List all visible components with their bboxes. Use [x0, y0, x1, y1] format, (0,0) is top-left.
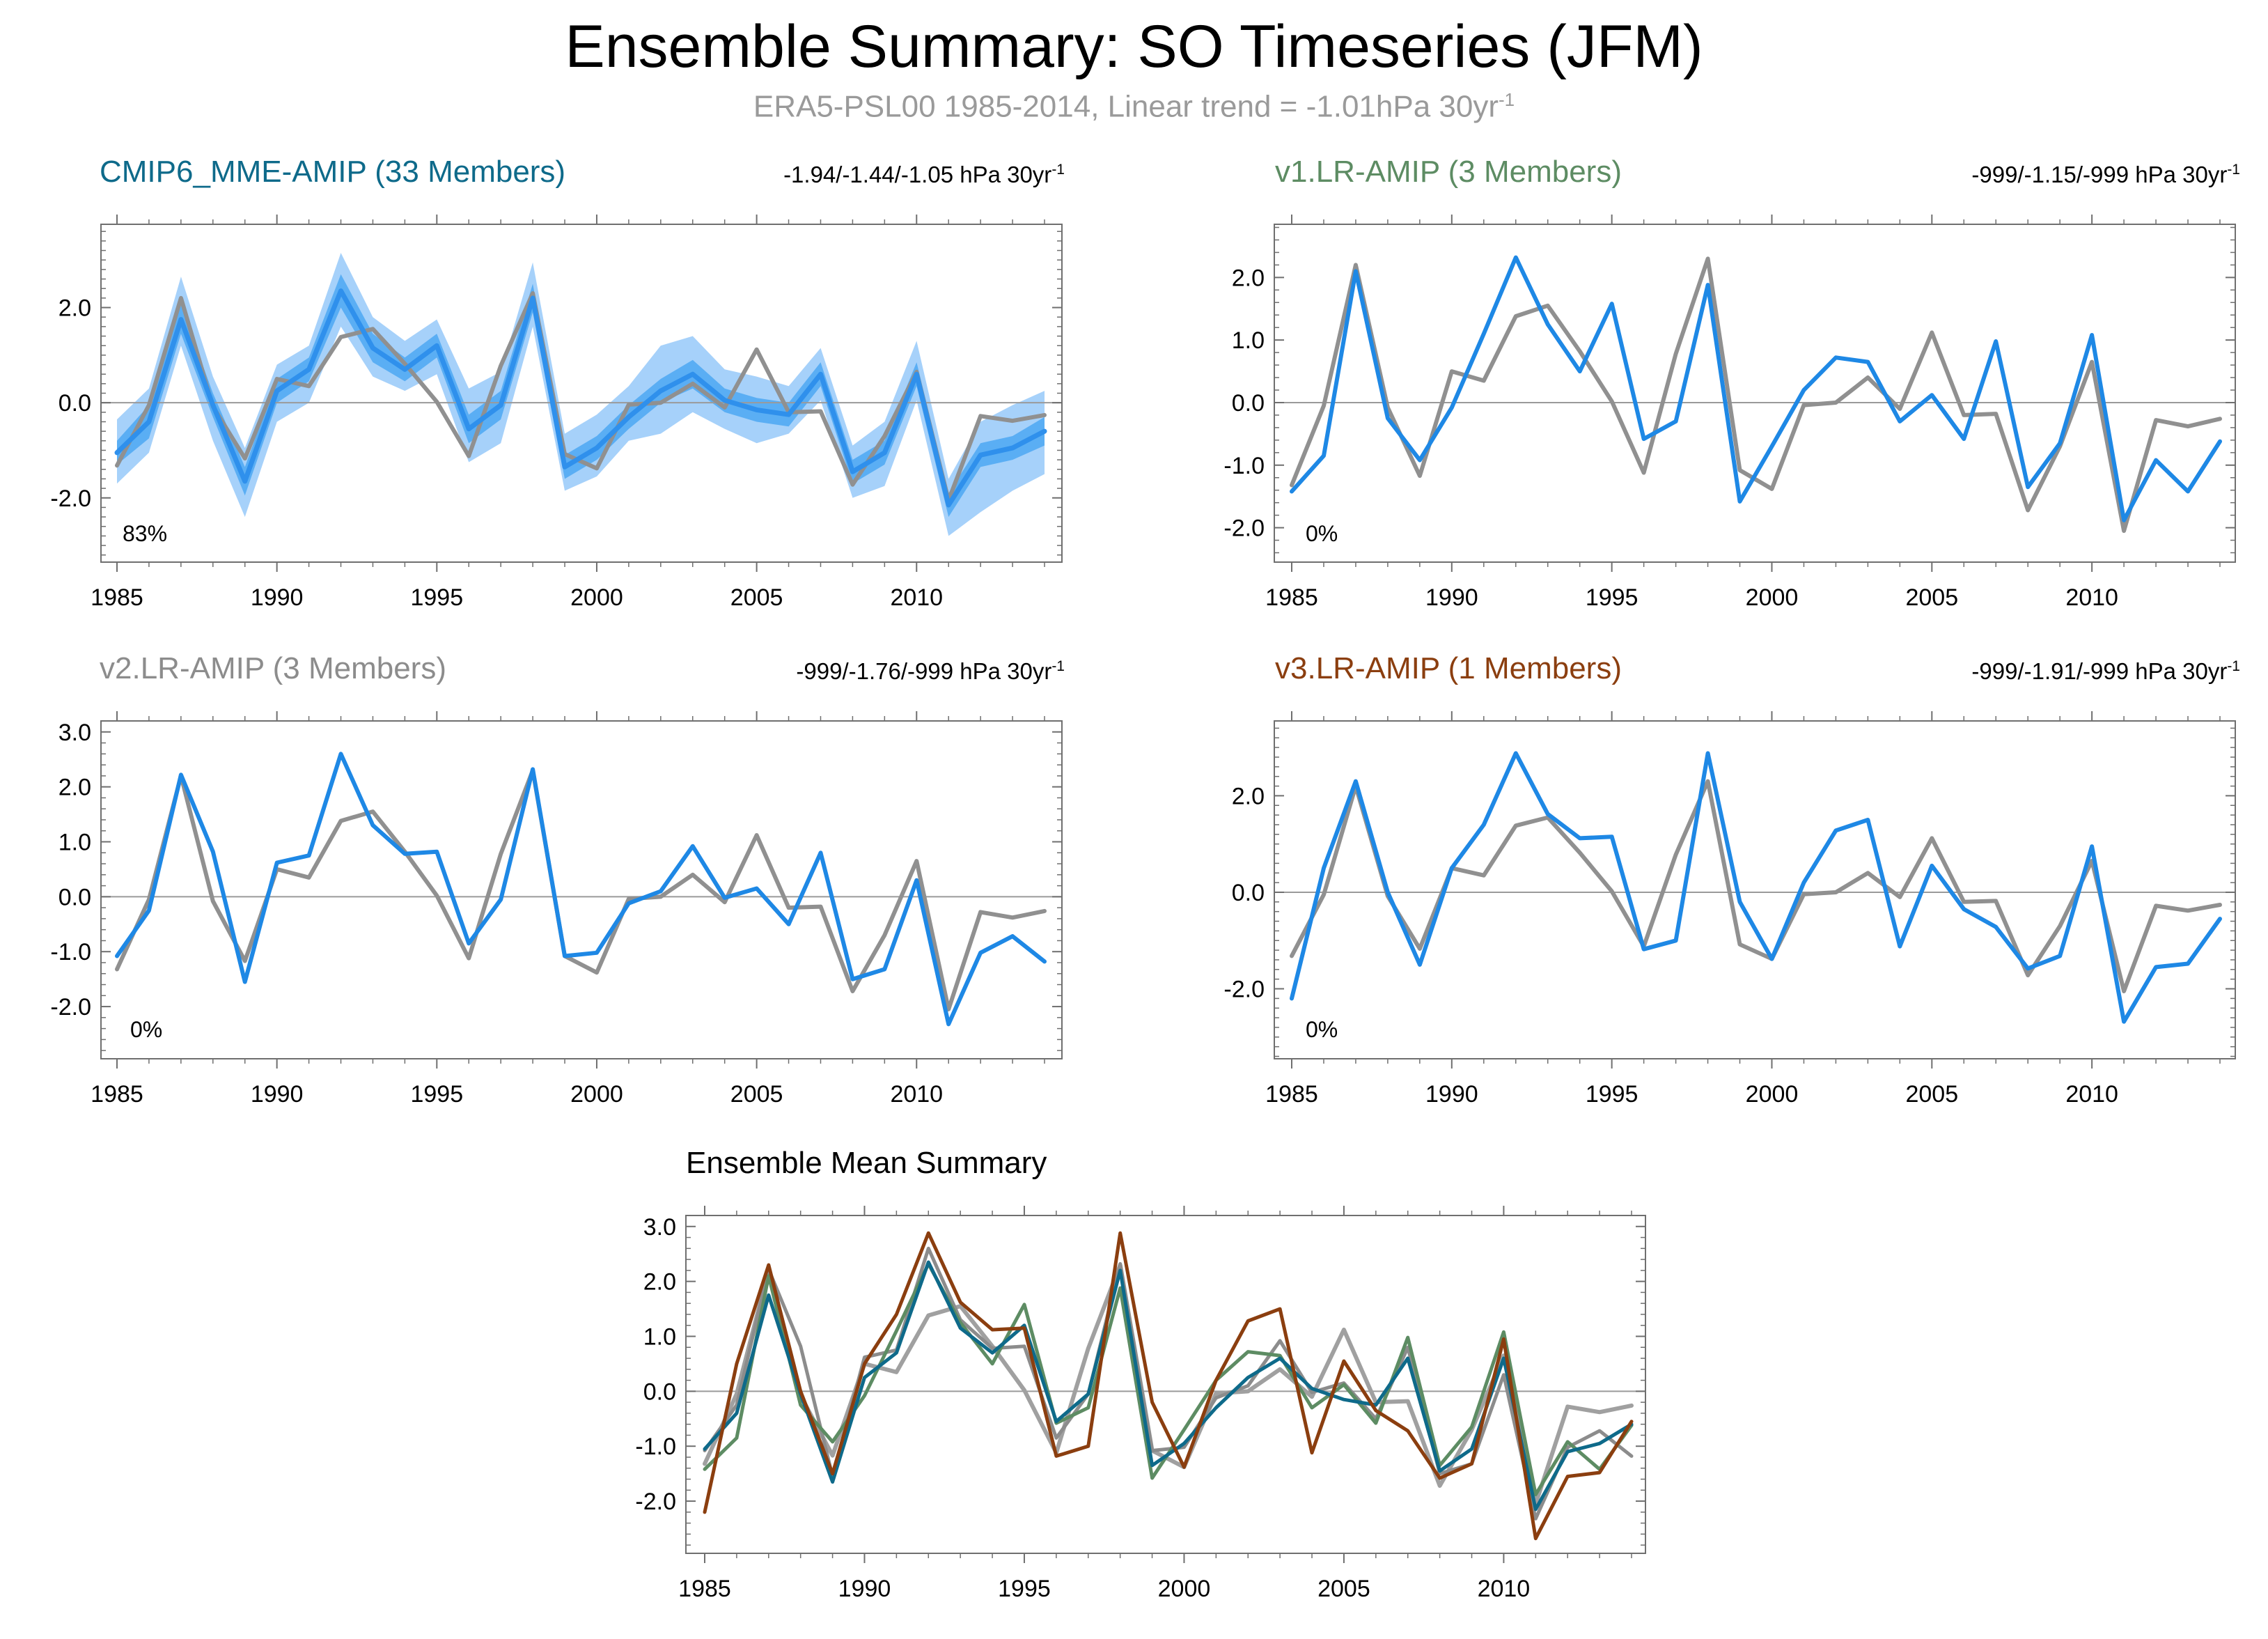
- panel-cmip6-mean-line: [114, 288, 1047, 508]
- panel-em-axes: 3.0 2.0 1.0 0.0 -1.0 -2.0 1985 1990 1995 2000 2005…: [635, 1206, 1646, 1602]
- panel-em-xtick-label: 1995: [998, 1576, 1051, 1602]
- panel-v2-xtick-label: 1995: [410, 1081, 463, 1108]
- panel-em-ytick-label: -1.0: [635, 1434, 676, 1460]
- panel-v1-ytick-label: -2.0: [1223, 515, 1265, 542]
- panel-v2-ytick-label: 1.0: [58, 829, 91, 855]
- panel-v1-percent: 0%: [1306, 521, 1338, 546]
- panel-cmip6-observed-line: [115, 291, 1047, 503]
- panel-v3-trend-text: -999/-1.91/-999 hPa 30yr: [1971, 658, 2228, 684]
- panel-v3-frame: [1274, 720, 2236, 1059]
- panel-v2-ytick-label: -2.0: [50, 994, 91, 1020]
- panel-em-ytick-label: 2.0: [643, 1269, 676, 1296]
- panel-v3-xtick-label: 2005: [1905, 1081, 1958, 1108]
- panel-v2-ytick-label: -1.0: [50, 939, 91, 965]
- panel-v2-ytick-label: 3.0: [58, 720, 91, 746]
- panel-v2-title: v2.LR-AMIP (3 Members): [100, 651, 446, 685]
- subtitle-text: ERA5-PSL00 1985-2014, Linear trend = -1.…: [753, 89, 1499, 124]
- panel-cmip6-xtick-label: 1990: [251, 584, 304, 611]
- panel-v3-xtick-label: 2000: [1746, 1081, 1799, 1108]
- panel-em-ytick-label: 3.0: [643, 1214, 676, 1241]
- panel-v3-title: v3.LR-AMIP (1 Members): [1275, 651, 1622, 685]
- panel-v3-ytick-label: 2.0: [1232, 783, 1265, 809]
- panel-v1-axes: 2.0 1.0 0.0 -1.0 -2.0 1985 1990 1995 2000 2005 201…: [1223, 215, 2236, 611]
- panel-cmip6-ytick-label: -2.0: [50, 486, 91, 512]
- panel-em-ytick-label: 1.0: [643, 1323, 676, 1350]
- panel-em-xtick-label: 1985: [678, 1576, 731, 1602]
- panel-v1-xtick-label: 2005: [1905, 584, 1958, 611]
- panel-v1-ytick-label: 0.0: [1232, 390, 1265, 417]
- panel-v2-axes: 3.0 2.0 1.0 0.0 -1.0 -2.0 1985 1990 1995 2000 2005…: [50, 711, 1063, 1108]
- panel-v2-observed-line: [115, 768, 1047, 1011]
- panel-v2-xtick-label: 2005: [730, 1081, 783, 1108]
- panel-cmip6-ytick-label: 0.0: [58, 390, 91, 417]
- panel-v1-ytick-label: 2.0: [1232, 265, 1265, 291]
- panel-em-xtick-label: 2005: [1317, 1576, 1370, 1602]
- panel-v2-trend: -999/-1.76/-999 hPa 30yr-1: [796, 658, 1065, 685]
- panel-v2-xtick-label: 1990: [251, 1081, 304, 1108]
- panel-v3-ytick-label: 0.0: [1232, 880, 1265, 906]
- panel-em-ytick-label: -2.0: [635, 1489, 676, 1515]
- panel-v1-model-line: [1290, 255, 2222, 522]
- panel-v2-ytick-label: 2.0: [58, 775, 91, 801]
- panel-cmip6-xtick-label: 2000: [570, 584, 623, 611]
- panel-cmip6-xtick-label: 1985: [91, 584, 143, 611]
- panel-cmip6-xtick-label: 2010: [890, 584, 943, 611]
- panel-em-xtick-label: 2010: [1478, 1576, 1531, 1602]
- panel-v1-trend: -999/-1.15/-999 hPa 30yr-1: [1971, 162, 2240, 188]
- panel-v1-observed-line: [1290, 256, 2222, 534]
- em-v3-line: [703, 1231, 1634, 1541]
- panel-v2-percent: 0%: [130, 1017, 163, 1042]
- panel-v1-title: v1.LR-AMIP (3 Members): [1275, 155, 1622, 189]
- panel-cmip6-axes: 2.0 0.0 -2.0 1985 1990 1995 2000 2005 2010: [50, 215, 1063, 611]
- panel-v2-xtick-label: 1985: [91, 1081, 143, 1108]
- panel-em-ytick-label: 0.0: [643, 1378, 676, 1405]
- panel-v2-xtick-label: 2000: [570, 1081, 623, 1108]
- panel-em-frame: [685, 1215, 1646, 1554]
- panel-v3-ytick-label: -2.0: [1223, 977, 1265, 1003]
- figure-subtitle: ERA5-PSL00 1985-2014, Linear trend = -1.…: [0, 89, 2268, 125]
- panel-v2-frame: [100, 720, 1063, 1059]
- panel-v1-xtick-label: 1985: [1265, 584, 1318, 611]
- figure-title: Ensemble Summary: SO Timeseries (JFM): [565, 13, 1703, 80]
- panel-v3-percent: 0%: [1306, 1017, 1338, 1042]
- panel-v1-trend-sup: -1: [2227, 162, 2240, 178]
- panel-cmip6-ytick-label: 2.0: [58, 295, 91, 322]
- panel-cmip6-trend-sup: -1: [1051, 162, 1065, 178]
- panel-v2-trend-sup: -1: [1051, 658, 1065, 674]
- panel-v1-xtick-label: 1990: [1425, 584, 1478, 611]
- panel-v3-xtick-label: 2010: [2065, 1081, 2118, 1108]
- panel-v1-xtick-label: 1995: [1586, 584, 1639, 611]
- panel-v2-model-line: [115, 752, 1047, 1027]
- panel-v1-frame: [1274, 224, 2236, 563]
- panel-v1-trend-text: -999/-1.15/-999 hPa 30yr: [1971, 162, 2228, 187]
- panel-v1-ytick-label: -1.0: [1223, 453, 1265, 479]
- panel-v1-xtick-label: 2000: [1746, 584, 1799, 611]
- panel-em-xtick-label: 1990: [838, 1576, 891, 1602]
- panel-v3-trend: -999/-1.91/-999 hPa 30yr-1: [1971, 658, 2240, 685]
- panel-v2-trend-text: -999/-1.76/-999 hPa 30yr: [796, 658, 1052, 684]
- subtitle-superscript: -1: [1499, 89, 1515, 110]
- panel-cmip6-percent: 83%: [123, 521, 168, 546]
- ensemble-mean-title: Ensemble Mean Summary: [686, 1146, 1047, 1180]
- panel-v2-xtick-label: 2010: [890, 1081, 943, 1108]
- panel-cmip6-title: CMIP6_MME-AMIP (33 Members): [100, 155, 566, 189]
- panel-v3-xtick-label: 1990: [1425, 1081, 1478, 1108]
- panel-cmip6-xtick-label: 2005: [730, 584, 783, 611]
- panel-v3-trend-sup: -1: [2227, 658, 2240, 674]
- panel-v1-xtick-label: 2010: [2065, 584, 2118, 611]
- panel-v2-ytick-label: 0.0: [58, 884, 91, 910]
- panel-em-xtick-label: 2000: [1158, 1576, 1211, 1602]
- panel-cmip6-trend-text: -1.94/-1.44/-1.05 hPa 30yr: [783, 162, 1052, 187]
- panel-v1-ytick-label: 1.0: [1232, 327, 1265, 354]
- panel-cmip6-trend: -1.94/-1.44/-1.05 hPa 30yr-1: [783, 162, 1065, 188]
- panel-v3-xtick-label: 1985: [1265, 1081, 1318, 1108]
- panel-cmip6-spread-outer: [117, 253, 1045, 536]
- panel-cmip6-xtick-label: 1995: [410, 584, 463, 611]
- em-cmip6-line: [703, 1260, 1634, 1512]
- panel-v3-xtick-label: 1995: [1586, 1081, 1639, 1108]
- panel-v3-axes: 2.0 0.0 -2.0 1985 1990 1995 2000 2005 2010: [1223, 711, 2236, 1108]
- panel-v3-model-line: [1290, 751, 2222, 1024]
